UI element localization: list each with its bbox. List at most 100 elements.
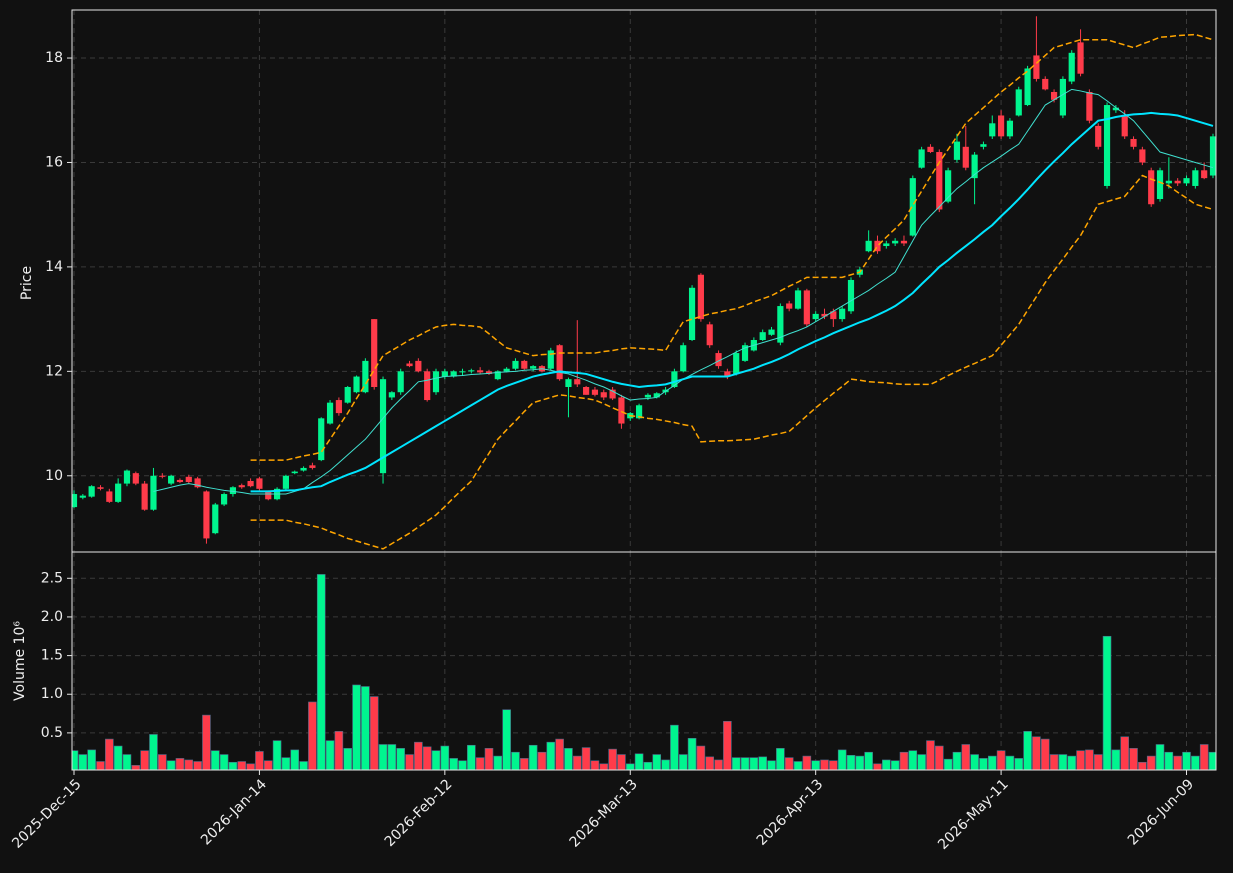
volume-bar <box>1085 749 1094 770</box>
candle-body <box>733 353 740 374</box>
candle-body <box>1121 115 1128 137</box>
volume-bar <box>1076 750 1085 770</box>
volume-bar <box>599 763 609 770</box>
candle-body <box>565 379 572 387</box>
candle-body <box>1183 178 1190 184</box>
volume-bar <box>369 696 379 770</box>
candle-body <box>503 368 510 372</box>
volume-frame <box>71 551 1217 771</box>
volume-bar <box>378 744 388 770</box>
marks <box>72 16 1216 770</box>
candle-body <box>185 476 192 483</box>
candle-body <box>521 360 528 369</box>
candle-body <box>485 371 493 374</box>
candle-body <box>1033 55 1040 79</box>
candle-body <box>424 371 431 401</box>
candle-body <box>265 491 272 500</box>
volume-bar <box>811 760 820 770</box>
volume-bar <box>758 756 767 770</box>
candle-body <box>194 478 201 488</box>
volume-bar <box>396 748 405 770</box>
volume-bar <box>573 755 582 770</box>
volume-bar <box>1120 736 1129 770</box>
volume-bar <box>829 760 838 770</box>
candle-body <box>353 376 360 393</box>
volume-bar <box>343 748 352 770</box>
volume-bar <box>1032 736 1041 770</box>
candle-body <box>697 274 704 320</box>
volume-bar <box>899 751 909 770</box>
volume-bar <box>78 754 88 770</box>
candle-body <box>839 308 846 320</box>
candle-body <box>918 149 925 168</box>
volume-bar <box>158 754 167 770</box>
candle-body <box>450 371 457 377</box>
candle-body <box>865 240 872 252</box>
volume-bar <box>723 720 732 770</box>
candle-body <box>106 491 113 502</box>
candle-body <box>680 345 687 372</box>
candle-body <box>768 329 775 335</box>
volume-bar <box>1067 755 1077 770</box>
volume-bar <box>864 751 873 770</box>
volume-bar <box>405 754 414 770</box>
y-axis-label: Price <box>19 266 35 300</box>
volume-bar <box>590 760 600 770</box>
candle-body <box>1042 78 1049 90</box>
volume-bar <box>352 684 361 770</box>
volume-bar <box>281 757 291 770</box>
volume-bar <box>784 757 794 770</box>
volume-bar <box>1040 738 1050 770</box>
candle-body <box>1209 136 1216 176</box>
candle-body <box>874 240 881 252</box>
candle-body <box>803 290 810 325</box>
volume-bar <box>149 734 158 770</box>
candle-body <box>1103 105 1111 186</box>
volume-bar <box>87 749 96 770</box>
candle-body <box>706 324 713 346</box>
volume-bar <box>970 754 979 770</box>
volume-bar <box>246 763 255 770</box>
volume-bar <box>608 748 617 770</box>
volume-bar <box>908 750 918 770</box>
volume-bar <box>440 745 450 770</box>
candle-body <box>1130 138 1137 147</box>
candle-body <box>936 152 943 210</box>
candle-body <box>591 389 599 395</box>
candle-body <box>212 504 219 534</box>
volume-bar <box>643 761 653 770</box>
volume-bar <box>290 749 300 770</box>
candle-body <box>477 370 484 373</box>
candle-body <box>812 313 819 320</box>
volume-bar <box>687 738 697 770</box>
candle-body <box>123 470 131 484</box>
y-tick-label: 14 <box>45 259 63 275</box>
volume-bar <box>652 754 662 770</box>
volume-bar <box>202 714 211 770</box>
candle-body <box>97 487 104 489</box>
candle-body <box>1156 170 1164 200</box>
candle-body <box>1068 52 1075 82</box>
volume-bar <box>1005 755 1015 770</box>
candle-body <box>794 290 802 309</box>
volume-bar <box>740 757 750 770</box>
y-tick-label: 2.5 <box>41 570 63 586</box>
candle-body <box>980 144 987 147</box>
candle-body <box>1095 125 1102 147</box>
volume-bar <box>1023 731 1032 770</box>
volume-bar <box>484 748 494 770</box>
candle-body <box>247 480 254 487</box>
candle-body <box>962 146 969 168</box>
volume-bar <box>634 753 644 770</box>
volume-bar <box>263 760 273 770</box>
candle-body <box>945 170 952 202</box>
volume-bar <box>1164 751 1174 770</box>
volume-bar <box>431 750 441 770</box>
volume-bar <box>917 754 926 770</box>
candle-body <box>1165 180 1172 184</box>
volume-bar <box>493 755 503 770</box>
volume-bar <box>802 755 812 770</box>
volume-bar <box>749 757 759 770</box>
candle-body <box>132 473 139 484</box>
candle-body <box>892 240 899 244</box>
